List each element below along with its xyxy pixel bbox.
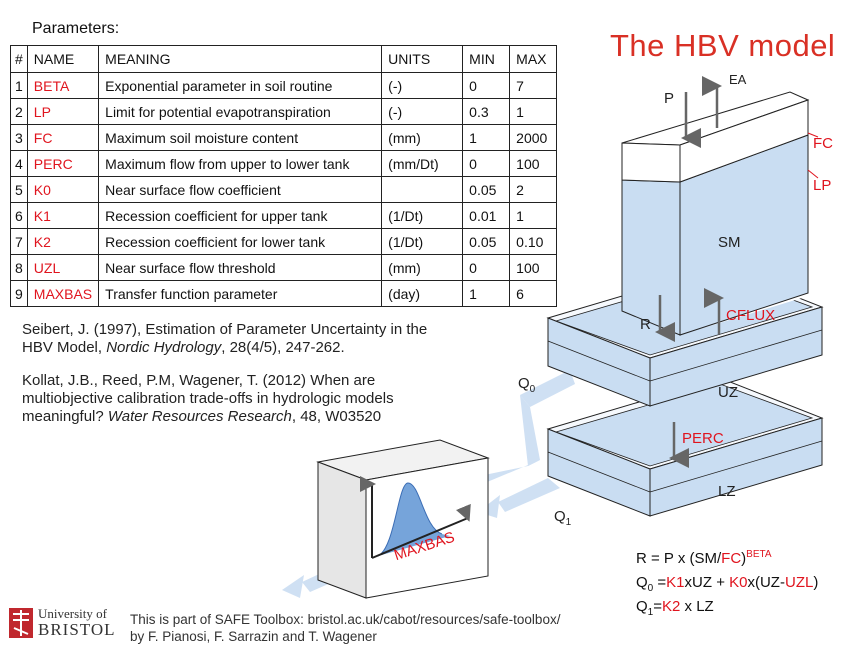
cell-units: (1/Dt): [381, 202, 464, 229]
reference-seibert: Seibert, J. (1997), Estimation of Parame…: [22, 321, 428, 356]
equation-q0: Q0 =K1xUZ + K0x(UZ-UZL): [636, 574, 819, 594]
cell-meaning: Maximum flow from upper to lower tank: [98, 150, 383, 177]
cell-meaning: Near surface flow coefficient: [98, 176, 383, 203]
cell-name: MAXBAS: [26, 280, 100, 307]
cell-min: 0: [462, 254, 511, 281]
label-ea: EA: [729, 72, 747, 87]
table-row: 1 BETA Exponential parameter in soil routi…: [10, 72, 558, 99]
col-header-min: MIN: [462, 45, 511, 73]
cell-max: 100: [509, 150, 558, 177]
cell-max: 2: [509, 176, 558, 203]
parameters-heading: Parameters:: [32, 20, 120, 37]
label-cflux: CFLUX: [726, 307, 776, 324]
cell-max: 1: [509, 202, 558, 229]
university-logo: University of BRISTOL: [8, 606, 115, 645]
cell-units: (mm): [381, 124, 464, 151]
col-header-meaning: MEANING: [98, 45, 383, 73]
cell-units: (1/Dt): [381, 228, 464, 255]
cell-units: (-): [381, 72, 464, 99]
label-lz: LZ: [718, 483, 736, 500]
cell-meaning: Recession coefficient for upper tank: [98, 202, 383, 229]
flow-arrow-q1: [478, 478, 560, 518]
equation-r: R = P x (SM/FC)BETA: [636, 549, 772, 567]
label-q0: Q0: [518, 375, 536, 395]
table-row: 6 K1 Recession coefficient for upper tank(…: [10, 202, 558, 229]
cell-meaning: Maximum soil moisture content: [98, 124, 383, 151]
col-header-max: MAX: [509, 45, 558, 73]
maxbas-box: [316, 439, 490, 599]
cell-max: 2000: [509, 124, 558, 151]
cell-meaning: Limit for potential evapotranspiration: [98, 98, 383, 125]
cell-name: UZL: [26, 254, 100, 281]
equation-q1: Q1=K2 x LZ: [636, 598, 714, 618]
label-r: R: [640, 316, 651, 333]
col-header-name: NAME: [26, 45, 100, 73]
label-lp: LP: [813, 177, 832, 194]
footer-line2: by F. Pianosi, F. Sarrazin and T. Wagene…: [130, 629, 377, 644]
label-q1: Q1: [554, 508, 572, 528]
cell-name: K0: [26, 176, 100, 203]
bristol-crest-icon: [9, 608, 33, 638]
label-perc: PERC: [682, 430, 724, 447]
footer-line1: This is part of SAFE Toolbox: bristol.ac…: [130, 612, 561, 627]
page-title: The HBV model: [610, 28, 836, 63]
cell-min: 0: [462, 72, 511, 99]
table-row: 2 LP Limit for potential evapotranspiratio…: [10, 98, 558, 125]
label-fc: FC: [813, 135, 833, 152]
reference-kollat: Kollat, J.B., Reed, P.M, Wagener, T. (20…: [22, 372, 394, 425]
parameters-table: # NAME MEANING UNITS MIN MAX 1 BETA Expone…: [10, 45, 558, 307]
table-row: 4 PERC Maximum flow from upper to lower ta…: [10, 150, 558, 177]
cell-min: 1: [462, 280, 511, 307]
soil-moisture-tank: [621, 91, 819, 336]
table-header-row: # NAME MEANING UNITS MIN MAX: [10, 45, 558, 73]
logo-line2: BRISTOL: [38, 620, 116, 639]
lz-tank: [546, 377, 824, 517]
table-row: 3 FC Maximum soil moisture content (mm) 1 200…: [10, 124, 558, 151]
cell-max: 7: [509, 72, 558, 99]
logo-line1: University of: [38, 606, 107, 621]
cell-name: FC: [26, 124, 100, 151]
cell-name: LP: [26, 98, 100, 125]
cell-units: (day): [381, 280, 464, 307]
table-row: 8 UZL Near surface flow threshold (mm) 0 100: [10, 254, 558, 281]
label-sm: SM: [718, 234, 741, 251]
cell-name: K1: [26, 202, 100, 229]
cell-max: 6: [509, 280, 558, 307]
cell-max: 1: [509, 98, 558, 125]
table-row: 9 MAXBAS Transfer function parameter (day) 1…: [10, 280, 558, 307]
cell-meaning: Near surface flow threshold: [98, 254, 383, 281]
label-uz: UZ: [718, 384, 738, 401]
label-p: P: [664, 90, 675, 107]
footer-credit: This is part of SAFE Toolbox: bristol.ac…: [130, 611, 560, 645]
cell-meaning: Transfer function parameter: [98, 280, 383, 307]
